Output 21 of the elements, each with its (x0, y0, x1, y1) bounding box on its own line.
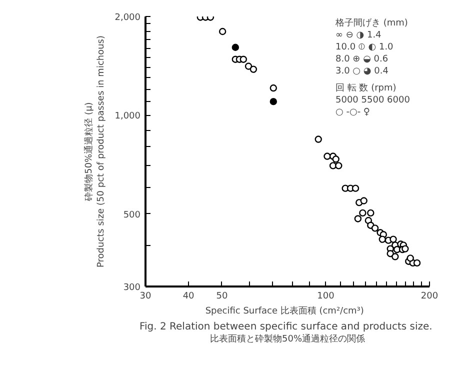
y-tick-label: 2,000 (114, 13, 141, 23)
x-tick-label: 40 (182, 292, 195, 302)
y-tick-label: 500 (123, 210, 141, 220)
y-axis-title: 砕製物50%通過粒径 (μ) Products size (50 pct of product passes in michous) (84, 35, 107, 268)
annotation: 3.0 ○ ◕ 0.4 (336, 66, 389, 76)
annotation: ○ -○- ♀ (336, 108, 370, 118)
annotation: 回 転 数 (rpm) (336, 82, 396, 94)
x-tick-label: 30 (140, 292, 152, 302)
y-tick-label: 1,000 (114, 112, 141, 122)
annotation: 格子間げき (mm) (334, 18, 408, 28)
x-tick-label: 50 (216, 292, 228, 302)
annotation: 8.0 ⊕ ◒ 0.6 (336, 54, 388, 64)
text: 比表面積と砕製物50%通過粒径の関係 (210, 334, 366, 344)
annotation: ∞ ⊖ ◑ 1.4 (336, 30, 382, 40)
x-tick-label: 200 (420, 292, 438, 302)
text: Fig. 2 Relation between specific surface and products size. (139, 322, 432, 332)
x-axis-title: Specific Surface 比表面積 (cm²/cm³) (205, 306, 364, 316)
annotation: 5000 5500 6000 (336, 96, 410, 106)
x-tick-label: 100 (317, 292, 335, 302)
y-tick-label: 300 (123, 283, 141, 293)
annotation: 10.0 ⦶ ◐ 1.0 (336, 42, 394, 52)
